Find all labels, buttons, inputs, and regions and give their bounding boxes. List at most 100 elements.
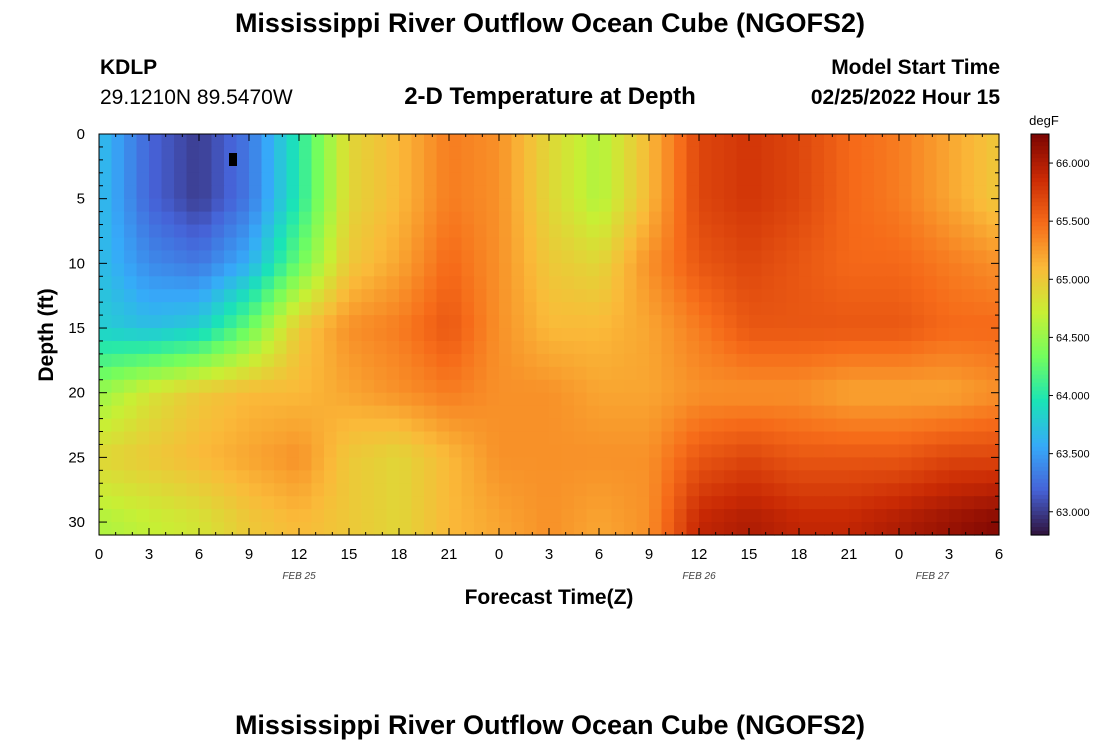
heatmap-cell	[211, 159, 225, 174]
heatmap-cell	[349, 392, 363, 407]
heatmap-cell	[686, 289, 700, 303]
heatmap-cell	[549, 366, 563, 381]
heatmap-cell	[486, 134, 500, 148]
heatmap-cell	[586, 146, 600, 161]
heatmap-cell	[386, 405, 400, 420]
heatmap-cell	[324, 263, 338, 277]
heatmap-cell	[636, 146, 650, 161]
heatmap-cell	[561, 470, 575, 484]
heatmap-cell	[699, 315, 713, 329]
heatmap-cell	[236, 159, 250, 174]
heatmap-cell	[836, 146, 850, 161]
heatmap-cell	[111, 340, 125, 355]
heatmap-cell	[399, 289, 413, 303]
heatmap-cell	[636, 366, 650, 381]
heatmap-cell	[836, 392, 850, 407]
heatmap-cell	[624, 496, 638, 510]
heatmap-cell	[499, 315, 513, 329]
heatmap-cell	[824, 134, 838, 148]
heatmap-cell	[849, 379, 863, 394]
heatmap-cell	[399, 431, 413, 446]
colorbar-band	[1031, 422, 1049, 428]
heatmap-cell	[861, 289, 875, 303]
heatmap-cell	[424, 315, 438, 329]
colorbar-band	[1031, 186, 1049, 191]
heatmap-cell	[299, 289, 313, 303]
heatmap-cell	[199, 418, 213, 433]
heatmap-cell	[649, 159, 663, 174]
heatmap-cell	[586, 185, 600, 200]
heatmap-cell	[411, 172, 425, 187]
colorbar-band	[1031, 290, 1049, 295]
heatmap-cell	[124, 340, 138, 355]
heatmap-cell	[324, 483, 338, 497]
heatmap-cell	[986, 392, 1000, 407]
heatmap-cell	[886, 328, 900, 342]
heatmap-cell	[549, 328, 563, 342]
heatmap-cell	[411, 444, 425, 458]
heatmap-cell	[199, 185, 213, 200]
heatmap-cell	[811, 353, 825, 368]
heatmap-cell	[899, 159, 913, 174]
heatmap-cell	[824, 198, 838, 213]
heatmap-cell	[286, 237, 300, 252]
heatmap-cell	[661, 224, 675, 239]
heatmap-cell	[924, 328, 938, 342]
heatmap-cell	[311, 431, 325, 446]
colorbar-band	[1031, 178, 1049, 183]
heatmap-cell	[899, 379, 913, 394]
heatmap-cell	[586, 431, 600, 446]
heatmap-cell	[199, 172, 213, 187]
colorbar-band	[1031, 502, 1049, 508]
heatmap-cell	[774, 379, 788, 394]
heatmap-cell	[924, 198, 938, 213]
heatmap-cell	[99, 250, 113, 264]
heatmap-cell	[499, 509, 513, 523]
heatmap-cell	[849, 263, 863, 277]
heatmap-cell	[774, 522, 788, 536]
heatmap-cell	[974, 392, 988, 407]
heatmap-cell	[786, 250, 800, 264]
heatmap-cell	[849, 289, 863, 303]
heatmap-cell	[411, 496, 425, 510]
heatmap-cell	[499, 224, 513, 239]
heatmap-cell	[524, 302, 538, 316]
heatmap-cell	[374, 159, 388, 174]
heatmap-cell	[624, 379, 638, 394]
heatmap-cell	[449, 522, 463, 536]
heatmap-cell	[736, 496, 750, 510]
heatmap-cell	[136, 340, 150, 355]
heatmap-cell	[961, 431, 975, 446]
heatmap-cell	[986, 302, 1000, 316]
heatmap-cell	[286, 509, 300, 523]
heatmap-cell	[524, 522, 538, 536]
heatmap-cell	[349, 159, 363, 174]
heatmap-cell	[361, 159, 375, 174]
heatmap-cell	[524, 250, 538, 264]
heatmap-cell	[561, 509, 575, 523]
heatmap-cell	[336, 353, 350, 368]
heatmap-cell	[136, 379, 150, 394]
heatmap-cell	[449, 211, 463, 226]
heatmap-cell	[986, 211, 1000, 226]
heatmap-cell	[374, 509, 388, 523]
heatmap-cell	[99, 457, 113, 471]
heatmap-cell	[486, 353, 500, 368]
heatmap-cell	[424, 522, 438, 536]
heatmap-cell	[649, 431, 663, 446]
heatmap-cell	[624, 509, 638, 523]
heatmap-cell	[99, 289, 113, 303]
heatmap-cell	[411, 185, 425, 200]
heatmap-cell	[636, 340, 650, 355]
heatmap-cell	[224, 276, 238, 290]
heatmap-cell	[874, 250, 888, 264]
heatmap-cell	[886, 444, 900, 458]
heatmap-cell	[211, 418, 225, 433]
heatmap-cell	[474, 172, 488, 187]
heatmap-cell	[199, 237, 213, 252]
heatmap-cell	[786, 509, 800, 523]
heatmap-cell	[286, 379, 300, 394]
colorbar-band	[1031, 302, 1049, 308]
heatmap-cell	[324, 496, 338, 510]
heatmap-cell	[736, 328, 750, 342]
